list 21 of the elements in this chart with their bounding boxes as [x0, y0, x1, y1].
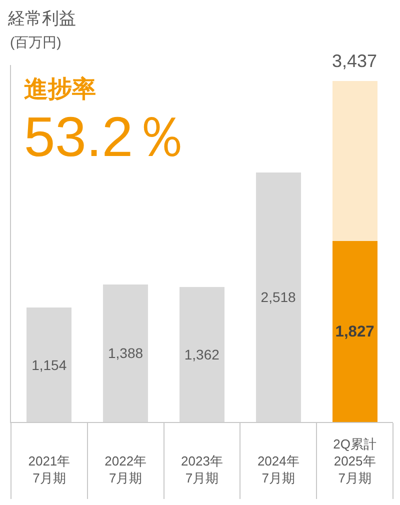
- data-label: 1,154: [32, 356, 67, 373]
- data-label: 2,518: [260, 289, 296, 306]
- bar: [332, 240, 378, 422]
- data-label: 1,362: [184, 346, 220, 362]
- data-label: 1,827: [335, 324, 374, 341]
- bar: [332, 81, 378, 241]
- chart-title: 経常利益: [7, 8, 76, 28]
- bar: [26, 308, 72, 422]
- x-tick-label: 2023年 7月期: [181, 454, 223, 486]
- x-tick-label: 2021年 7月期: [28, 454, 70, 486]
- total-label: 3,437: [332, 51, 378, 71]
- bar: [103, 284, 148, 422]
- x-tick-label: 2Q累計 2025年 7月期: [333, 436, 376, 486]
- x-tick-label: 2022年 7月期: [104, 454, 147, 486]
- annotation: 進捗率: [24, 76, 96, 103]
- y-axis-title: (百万円): [10, 34, 62, 50]
- x-tick-label: 2024年 7月期: [257, 454, 300, 486]
- bar: [179, 286, 225, 422]
- data-label: 1,388: [108, 345, 144, 362]
- bar: [256, 172, 301, 422]
- annotation: 53.2％: [24, 105, 189, 168]
